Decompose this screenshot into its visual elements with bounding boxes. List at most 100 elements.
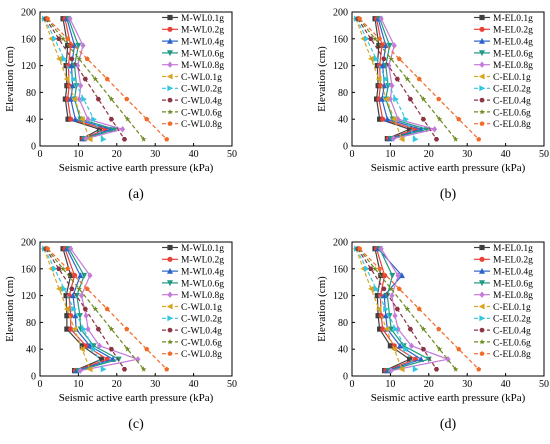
legend-entry: C-EL0.8g [493, 120, 531, 130]
data-point [140, 366, 147, 372]
data-point [56, 285, 62, 292]
data-point [403, 116, 409, 123]
data-point [476, 136, 482, 142]
data-point [397, 342, 403, 349]
data-point [124, 326, 130, 332]
data-point [96, 342, 103, 350]
data-point [390, 135, 397, 142]
data-point [63, 76, 70, 82]
data-point [407, 126, 413, 132]
data-point [433, 367, 440, 372]
data-point [357, 16, 363, 21]
data-point [381, 286, 387, 292]
data-point [420, 326, 427, 332]
y-tick-label: 40 [338, 345, 348, 356]
legend-entry: M-WL0.8g [181, 291, 224, 301]
series-line [62, 248, 103, 372]
data-point [394, 76, 400, 82]
x-tick-label: 30 [462, 149, 472, 160]
data-point [393, 96, 399, 103]
data-point [91, 346, 97, 353]
y-tick-label: 80 [338, 318, 348, 329]
y-tick-label: 160 [333, 34, 348, 45]
legend-entry: C-EL0.4g [493, 327, 531, 337]
data-point [124, 116, 131, 122]
data-point [377, 116, 383, 122]
legend-entry: C-EL0.6g [493, 338, 531, 348]
data-point [79, 343, 85, 349]
x-tick-label: 40 [189, 379, 199, 390]
data-point [420, 116, 427, 122]
y-tick-label: 80 [338, 88, 348, 99]
data-point [375, 313, 381, 319]
data-point [388, 326, 395, 333]
y-tick-label: 80 [26, 88, 36, 99]
data-point [69, 56, 75, 62]
legend-marker [167, 26, 173, 32]
legend-entry: M-EL0.6g [493, 49, 533, 59]
x-tick-label: 0 [350, 149, 355, 160]
data-point [452, 366, 459, 372]
data-point [436, 96, 442, 102]
plot-frame [351, 11, 545, 147]
series-line [376, 248, 417, 372]
data-point [72, 312, 79, 319]
legend-marker [166, 303, 173, 310]
data-point [144, 116, 150, 122]
data-point [82, 76, 88, 82]
data-point [83, 135, 89, 142]
data-point [51, 265, 58, 272]
x-tick-label: 10 [385, 379, 395, 390]
legend-entry: C-EL0.1g [493, 73, 531, 83]
data-point [476, 366, 482, 372]
x-tick-label: 0 [38, 149, 43, 160]
data-point [111, 126, 118, 133]
series-line [375, 18, 418, 140]
x-tick-label: 10 [73, 149, 83, 160]
legend-marker [479, 14, 485, 21]
legend-marker [167, 351, 173, 356]
data-point [76, 95, 82, 103]
data-point [388, 367, 394, 374]
data-point [73, 83, 80, 89]
data-point [374, 293, 380, 299]
data-point [68, 116, 74, 122]
data-point [76, 285, 83, 292]
x-tick-label: 50 [539, 379, 549, 390]
series-line [374, 18, 412, 140]
data-point [76, 55, 83, 62]
x-tick-label: 20 [112, 379, 122, 390]
data-point [377, 266, 383, 271]
data-point [85, 116, 91, 123]
data-point [377, 36, 383, 41]
data-point [77, 367, 83, 374]
legend-marker [167, 315, 174, 322]
chart-panel-3: 0 10 20 30 40 50 0 40 80 120 160 200 Seismic active … [4, 238, 237, 433]
legend-entry: M-EL0.4g [493, 268, 533, 278]
data-point [100, 136, 107, 143]
data-point [71, 326, 78, 333]
legend-entry: M-WL0.2g [181, 26, 224, 36]
data-point [108, 326, 115, 332]
legend-marker [167, 108, 173, 115]
data-point [92, 306, 99, 312]
x-tick-label: 20 [424, 379, 434, 390]
data-point [60, 35, 66, 42]
data-point [368, 266, 374, 272]
data-point [63, 306, 70, 312]
legend-entry: C-WL0.2g [181, 85, 222, 95]
legend-marker [166, 73, 173, 80]
data-point [375, 306, 382, 312]
data-point [382, 272, 388, 279]
data-point [96, 126, 103, 132]
legend-marker [479, 244, 485, 251]
x-tick-label: 30 [462, 379, 472, 390]
data-point [431, 126, 438, 133]
y-tick-label: 160 [21, 264, 36, 275]
data-point [380, 116, 386, 122]
y-tick-label: 80 [26, 318, 36, 329]
data-point [69, 82, 76, 89]
x-tick-label: 20 [424, 149, 434, 160]
data-point [398, 272, 405, 279]
legend-entry: C-EL0.2g [493, 315, 531, 325]
